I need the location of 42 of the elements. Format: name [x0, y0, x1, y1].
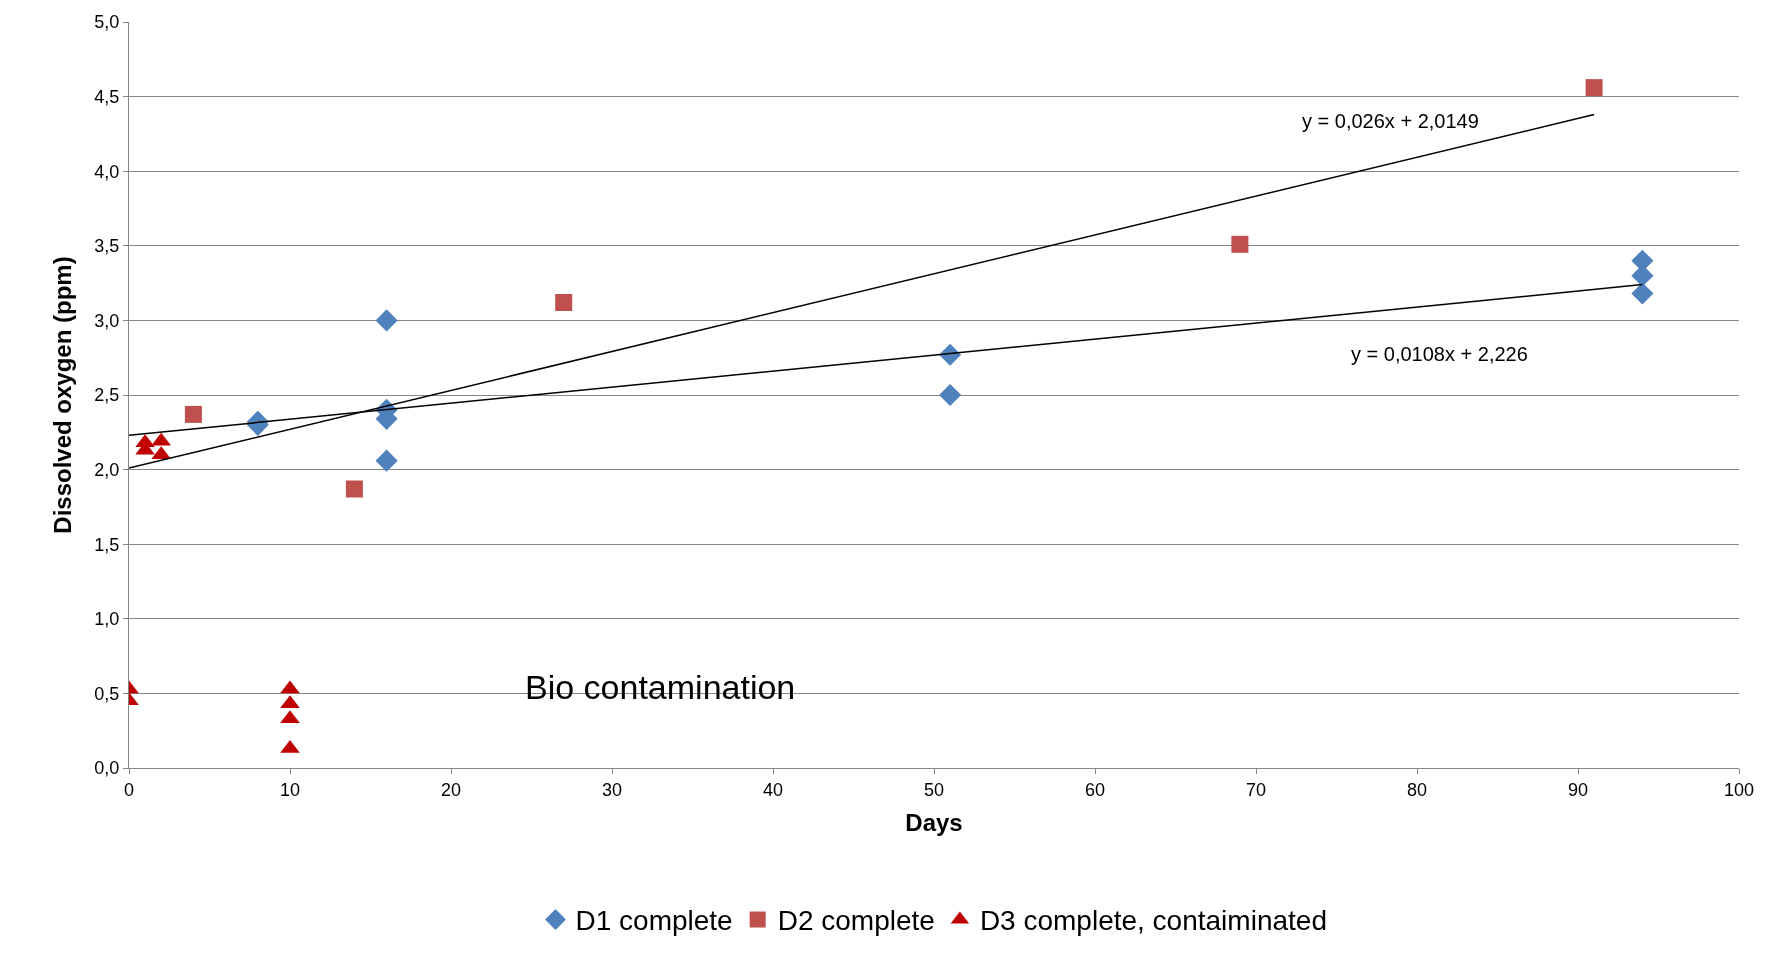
y-tick-label: 0,5: [94, 683, 120, 704]
point: [184, 405, 202, 423]
point: [939, 383, 962, 407]
y-tick-label: 4,5: [94, 86, 120, 107]
x-tick-label: 30: [601, 779, 623, 800]
x-tick-label: 10: [279, 779, 301, 800]
y-tick-label: 3,5: [94, 236, 120, 257]
y-axis-title: Dissolved oxygen (ppm): [49, 256, 77, 534]
x-tick-label: 70: [1245, 779, 1267, 800]
legend-label: D1 complete: [575, 905, 733, 937]
x-tick-label: 90: [1567, 779, 1589, 800]
point: [375, 449, 398, 472]
y-tick-label: 4,0: [94, 161, 120, 182]
point: [1631, 282, 1654, 305]
y-tick-label: 0,0: [94, 758, 120, 779]
x-tick-label: 60: [1084, 779, 1106, 800]
x-tick-label: 40: [762, 779, 784, 800]
x-tick-label: 50: [923, 779, 945, 800]
y-tick-label: 2,5: [94, 385, 120, 406]
annotation: Bio contamination: [525, 668, 796, 706]
annotation: y = 0,026x + 2,0149: [1302, 110, 1479, 132]
y-tick-label: 2,0: [94, 459, 120, 480]
legend-label: D2 complete: [777, 905, 935, 937]
x-tick-label: 0: [123, 779, 135, 800]
x-axis-title: Days: [905, 808, 963, 836]
x-tick-label: 80: [1406, 779, 1428, 800]
point: [280, 710, 300, 724]
x-tick-label: 100: [1723, 779, 1755, 800]
point: [555, 294, 573, 311]
annotation: y = 0,0108x + 2,226: [1351, 343, 1528, 365]
point: [280, 680, 300, 694]
legend-label: D3 complete, contaiminated: [979, 905, 1327, 937]
x-tick-label: 20: [440, 779, 462, 800]
y-tick-label: 5,0: [94, 12, 120, 33]
point: [375, 309, 398, 332]
y-tick-label: 3,0: [94, 310, 120, 331]
point: [1585, 79, 1603, 97]
y-tick-label: 1,0: [94, 609, 120, 630]
point: [280, 695, 300, 709]
point: [345, 480, 363, 498]
y-tick-label: 1,5: [94, 534, 120, 555]
point: [1231, 235, 1249, 253]
